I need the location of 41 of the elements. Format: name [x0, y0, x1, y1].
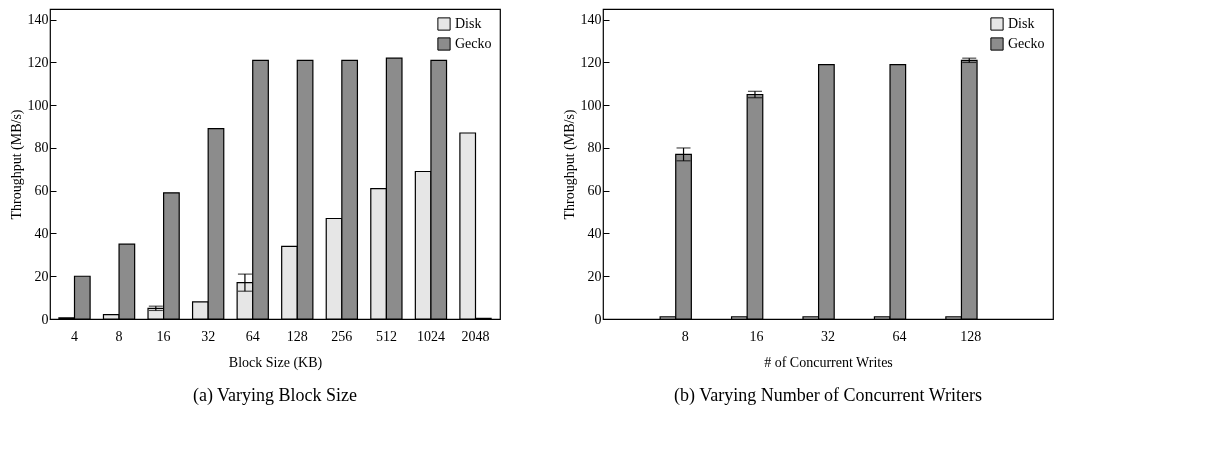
y-axis-title: Throughput (MB/s): [8, 109, 25, 220]
text: (a) Varying Block Size: [192, 385, 358, 406]
x-tick-label: 64: [892, 328, 907, 344]
text: (b) Varying Number of Concurrent Writers: [673, 385, 983, 406]
x-tick-label: 32: [201, 328, 216, 344]
x-tick-label: 128: [286, 328, 308, 344]
x-tick-label: 512: [375, 328, 397, 344]
y-tick-label: 140: [580, 12, 602, 28]
y-tick-label: 0: [41, 311, 49, 327]
x-tick-label: 16: [156, 328, 171, 344]
y-tick-label: 40: [34, 225, 49, 241]
y-tick-label: 20: [587, 268, 602, 284]
y-tick-label: 0: [594, 311, 602, 327]
legend-label: Disk: [1008, 16, 1035, 31]
x-tick-label: 8: [681, 328, 689, 344]
x-tick-label: 128: [960, 328, 982, 344]
y-tick-label: 80: [587, 140, 602, 156]
legend-label: Gecko: [1008, 36, 1045, 51]
x-tick-label: 4: [71, 328, 78, 344]
x-tick-label: 8: [115, 328, 123, 344]
y-tick-label: 60: [587, 183, 602, 199]
y-tick-label: 60: [34, 183, 49, 199]
y-tick-label: 100: [580, 97, 602, 113]
x-axis-title: # of Concurrent Writes: [764, 354, 893, 370]
y-tick-label: 20: [34, 268, 49, 284]
y-tick-label: 40: [587, 225, 602, 241]
x-tick-label: 256: [331, 328, 353, 344]
legend-label: Disk: [455, 16, 482, 31]
x-axis-title: Block Size (KB): [228, 354, 323, 371]
legend-label: Gecko: [455, 36, 492, 51]
y-tick-label: 120: [27, 54, 49, 70]
x-tick-label: 32: [821, 328, 835, 344]
x-tick-label: 2048: [461, 328, 490, 344]
x-tick-label: 16: [749, 328, 764, 344]
x-tick-label: 64: [245, 328, 260, 344]
x-tick-label: 1024: [416, 328, 445, 344]
y-tick-label: 120: [580, 54, 602, 70]
y-tick-label: 100: [27, 97, 49, 113]
y-axis-title: Throughput (MB/s): [561, 109, 578, 220]
y-tick-label: 140: [27, 12, 49, 28]
y-tick-label: 80: [34, 140, 49, 156]
